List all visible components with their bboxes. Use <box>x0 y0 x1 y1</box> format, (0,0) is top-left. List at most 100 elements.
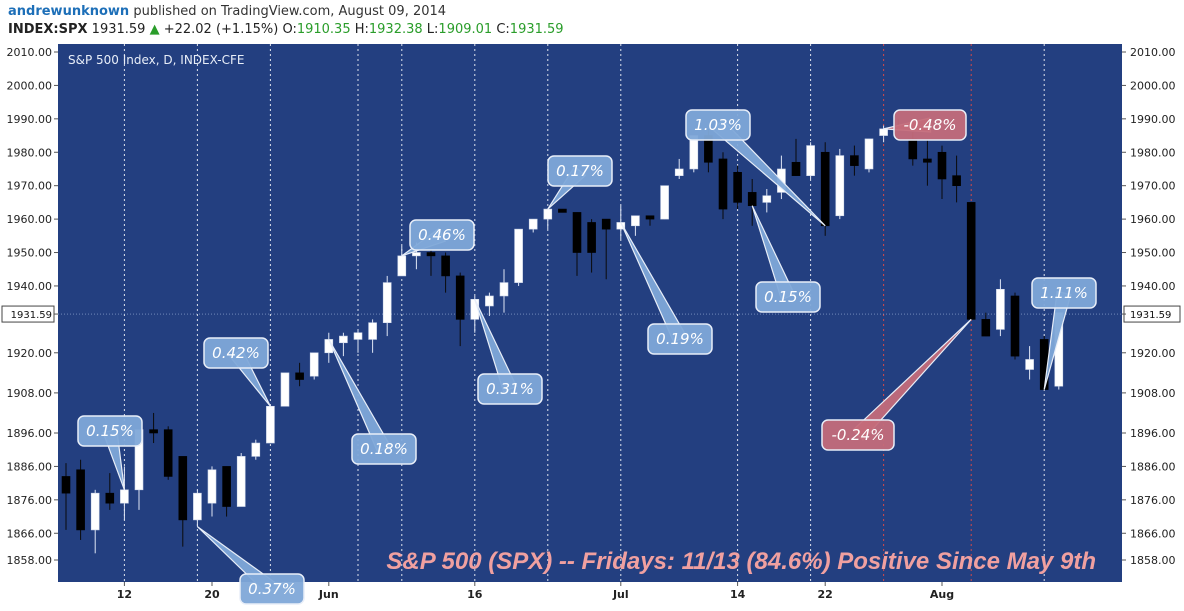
candle <box>61 476 71 494</box>
chart-banner: S&P 500 (SPX) -- Fridays: 11/13 (84.6%) … <box>386 548 1096 575</box>
symbol-label: INDEX:SPX <box>8 22 88 37</box>
y-tick-label-right: 1970.00 <box>1130 180 1176 193</box>
candle <box>923 158 932 163</box>
candle <box>660 185 669 220</box>
candle <box>455 275 465 320</box>
candle <box>996 288 1005 330</box>
callout-label: 0.42% <box>212 344 260 362</box>
y-tick-label-right: 1950.00 <box>1130 247 1176 260</box>
y-tick-label-right: 1990.00 <box>1130 113 1176 126</box>
x-tick-label: 14 <box>730 588 746 601</box>
y-tick-label-left: 1896.00 <box>7 427 53 440</box>
candle <box>412 252 421 257</box>
candle <box>441 255 450 277</box>
x-tick-label: 16 <box>467 588 483 601</box>
ohlc-line: INDEX:SPX 1931.59 ▲ +22.02 (+1.15%) O:19… <box>8 22 564 37</box>
candle <box>631 215 640 227</box>
y-tick-label-left: 1980.00 <box>7 146 53 159</box>
candle <box>251 442 261 457</box>
callout-box <box>77 415 143 447</box>
y-tick-label-left: 1886.00 <box>7 460 53 473</box>
callout-label: 0.37% <box>248 580 296 598</box>
candle <box>499 282 509 297</box>
candle <box>572 212 582 253</box>
candle <box>762 195 772 203</box>
y-tick-label-left: 2000.00 <box>7 79 53 92</box>
callout-label: 0.18% <box>360 440 408 458</box>
candle <box>1010 295 1020 357</box>
callout-box <box>755 281 821 313</box>
up-triangle-icon: ▲ <box>149 22 160 37</box>
callout-box <box>477 373 543 405</box>
callout-box <box>409 219 475 251</box>
candle <box>806 145 815 176</box>
candle <box>835 155 845 217</box>
high-label: H: <box>354 22 369 37</box>
price-chart[interactable]: 2010.00 2010.00 2000.00 2000.00 1990.00 1990.… <box>0 42 1184 611</box>
candle <box>864 138 874 170</box>
candle <box>791 161 801 176</box>
y-tick-label-right: 2000.00 <box>1130 79 1176 92</box>
chart-header: andrewunknown published on TradingView.c… <box>0 0 1184 42</box>
callout-box <box>893 109 967 141</box>
candle <box>587 222 596 253</box>
y-tick-label-left: 1950.00 <box>7 247 53 260</box>
close-label: C: <box>496 22 510 37</box>
candle <box>543 208 553 220</box>
chart-title: S&P 500 Index, D, INDEX-CFE <box>68 53 244 67</box>
callout-box <box>239 573 305 605</box>
callout-box <box>1031 277 1097 309</box>
close-value: 1931.59 <box>509 22 564 37</box>
candle <box>514 228 523 283</box>
candle <box>645 215 655 220</box>
y-tick-label-right: 1866.00 <box>1130 527 1176 540</box>
y-tick-label-right: 1920.00 <box>1130 347 1176 360</box>
callout-label: 0.31% <box>486 380 534 398</box>
candle <box>879 128 888 136</box>
y-tick-label-left: 2010.00 <box>7 46 53 59</box>
callout-label: 0.19% <box>656 330 704 348</box>
candle <box>850 155 859 166</box>
candle <box>149 429 158 434</box>
candle <box>426 252 436 257</box>
y-tick-label-left: 1940.00 <box>7 280 53 293</box>
candle <box>368 322 377 340</box>
callout-label: -0.24% <box>831 426 884 444</box>
y-tick-label-left: 1866.00 <box>7 527 53 540</box>
y-tick-label-right: 1931.59 <box>1130 310 1171 321</box>
y-tick-label-left: 1858.00 <box>7 554 53 567</box>
candle <box>674 168 684 176</box>
y-tick-label-left: 1920.00 <box>7 347 53 360</box>
x-tick-label: Jul <box>612 588 629 601</box>
y-tick-label-right: 1858.00 <box>1130 554 1176 567</box>
y-tick-label-left: 1876.00 <box>7 494 53 507</box>
callout-label: 0.46% <box>418 226 466 244</box>
y-tick-label-right: 1940.00 <box>1130 280 1176 293</box>
x-tick-label: Aug <box>930 588 954 601</box>
candle <box>207 469 217 504</box>
callout-box <box>547 155 613 187</box>
candle <box>382 282 392 324</box>
candle <box>601 218 611 230</box>
last-price: 1931.59 <box>91 22 146 37</box>
y-tick-label-right: 1908.00 <box>1130 387 1176 400</box>
y-tick-label-left: 1931.59 <box>11 310 52 321</box>
y-tick-label-left: 1970.00 <box>7 180 53 193</box>
callout-box <box>821 419 895 451</box>
callout-box <box>351 433 417 465</box>
y-tick-label-right: 1876.00 <box>1130 494 1176 507</box>
low-label: L: <box>426 22 439 37</box>
author-link[interactable]: andrewunknown <box>8 4 130 19</box>
y-tick-label-right: 1886.00 <box>1130 460 1176 473</box>
callout-label: -0.48% <box>903 116 956 134</box>
candle <box>339 335 348 344</box>
y-tick-label-right: 2010.00 <box>1130 46 1176 59</box>
y-tick-label-right: 1960.00 <box>1130 213 1176 226</box>
callout-box <box>203 337 269 369</box>
low-value: 1909.01 <box>438 22 493 37</box>
candle <box>236 456 246 507</box>
callout-label: 1.11% <box>1040 284 1088 302</box>
candle <box>397 255 407 277</box>
candle <box>952 175 961 186</box>
callout-label: 1.03% <box>694 116 742 134</box>
